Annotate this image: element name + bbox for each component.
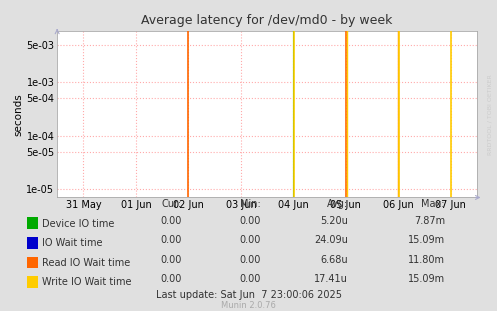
Text: Device IO time: Device IO time [42, 219, 115, 229]
Text: 7.87m: 7.87m [414, 216, 445, 225]
Text: 0.00: 0.00 [240, 216, 261, 225]
Text: 17.41u: 17.41u [314, 274, 348, 284]
Text: Last update: Sat Jun  7 23:00:06 2025: Last update: Sat Jun 7 23:00:06 2025 [156, 290, 341, 300]
Text: Max:: Max: [421, 199, 445, 209]
Text: 0.00: 0.00 [240, 274, 261, 284]
Text: Min:: Min: [240, 199, 261, 209]
Text: Write IO Wait time: Write IO Wait time [42, 277, 132, 287]
Title: Average latency for /dev/md0 - by week: Average latency for /dev/md0 - by week [142, 14, 393, 27]
Y-axis label: seconds: seconds [13, 93, 23, 136]
Text: Read IO Wait time: Read IO Wait time [42, 258, 131, 268]
Text: Munin 2.0.76: Munin 2.0.76 [221, 301, 276, 310]
Text: 24.09u: 24.09u [314, 235, 348, 245]
Text: RRDTOOL / TOBI OETIKER: RRDTOOL / TOBI OETIKER [487, 75, 492, 156]
Text: Avg:: Avg: [327, 199, 348, 209]
Text: 5.20u: 5.20u [320, 216, 348, 225]
Text: 6.68u: 6.68u [320, 255, 348, 265]
Text: 0.00: 0.00 [240, 255, 261, 265]
Text: 0.00: 0.00 [160, 274, 181, 284]
Text: Cur:: Cur: [162, 199, 181, 209]
Text: IO Wait time: IO Wait time [42, 238, 103, 248]
Text: 0.00: 0.00 [160, 235, 181, 245]
Text: 11.80m: 11.80m [408, 255, 445, 265]
Text: 15.09m: 15.09m [408, 274, 445, 284]
Text: 0.00: 0.00 [240, 235, 261, 245]
Text: 0.00: 0.00 [160, 216, 181, 225]
Text: 15.09m: 15.09m [408, 235, 445, 245]
Text: 0.00: 0.00 [160, 255, 181, 265]
